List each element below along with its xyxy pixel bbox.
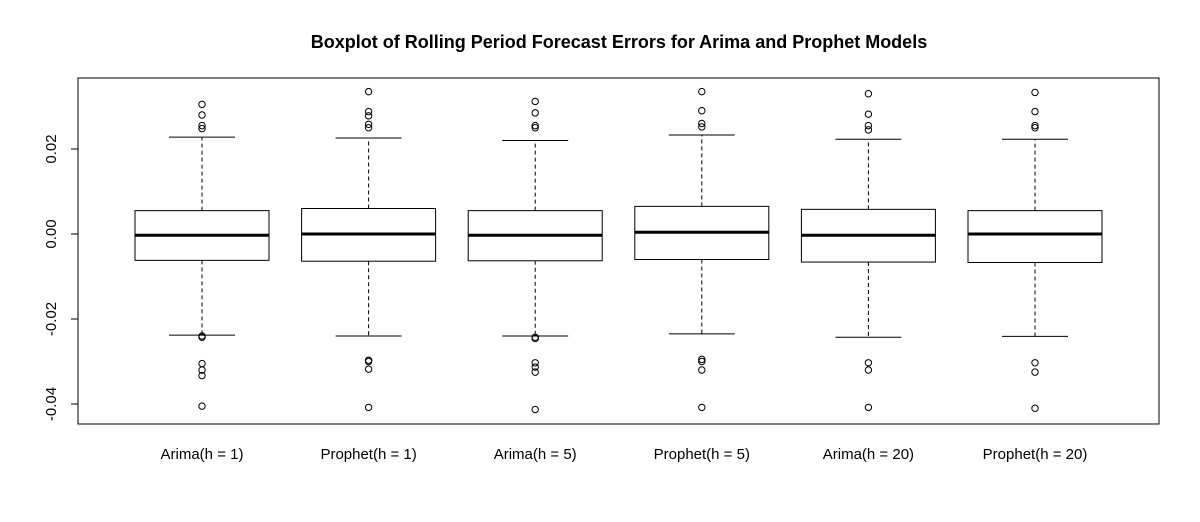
outlier-point xyxy=(531,405,539,414)
outlier-point xyxy=(198,359,206,368)
outlier-point xyxy=(698,366,706,374)
outlier-point xyxy=(198,100,206,109)
outlier-point xyxy=(531,124,539,132)
box-group xyxy=(800,90,936,412)
box-group xyxy=(467,97,603,414)
y-axis: -0.04 -0.02 0.00 0.02 xyxy=(43,134,79,421)
y-tick-label: -0.04 xyxy=(43,387,60,421)
outlier-point xyxy=(364,107,373,116)
outlier-point xyxy=(198,366,206,374)
x-axis: Arima(h = 1) Prophet(h = 1) Arima(h = 5) Pr… xyxy=(161,446,1088,463)
outlier-point xyxy=(364,357,373,366)
boxes xyxy=(134,87,1103,414)
x-tick-label: Arima(h = 5) xyxy=(494,446,577,463)
outlier-point xyxy=(364,365,373,373)
outlier-point xyxy=(364,124,373,132)
outlier-point xyxy=(364,87,373,96)
x-tick-label: Arima(h = 1) xyxy=(161,446,244,463)
outlier-point xyxy=(531,368,539,376)
x-tick-label: Prophet(h = 20) xyxy=(983,446,1088,463)
iqr-box xyxy=(967,210,1103,263)
y-tick-label: 0.00 xyxy=(43,219,60,248)
box-group xyxy=(967,88,1103,412)
outlier-point xyxy=(198,111,206,119)
outlier-point xyxy=(864,90,873,98)
outlier-point xyxy=(1031,404,1039,412)
y-tick-label: -0.02 xyxy=(43,302,60,336)
outlier-point xyxy=(698,355,706,364)
outlier-point xyxy=(864,126,873,134)
x-tick-label: Prophet(h = 5) xyxy=(654,446,750,463)
outlier-point xyxy=(364,120,373,129)
outlier-point xyxy=(531,363,539,371)
outlier-point xyxy=(531,97,539,106)
outlier-point xyxy=(698,123,706,131)
outlier-point xyxy=(864,110,873,118)
outlier-point xyxy=(864,121,873,130)
outlier-point xyxy=(1031,107,1039,116)
outlier-point xyxy=(1031,124,1039,132)
outlier-point xyxy=(698,87,706,96)
box-group xyxy=(134,100,270,410)
outlier-point xyxy=(531,334,539,343)
outlier-point xyxy=(364,403,373,412)
outlier-point xyxy=(364,112,373,120)
outlier-point xyxy=(531,109,539,117)
outlier-point xyxy=(531,359,539,367)
outlier-point xyxy=(531,121,539,130)
outlier-point xyxy=(1031,121,1039,130)
outlier-point xyxy=(864,359,873,367)
chart-title: Boxplot of Rolling Period Forecast Error… xyxy=(311,32,927,52)
outlier-point xyxy=(198,124,206,133)
box-group xyxy=(301,87,437,412)
outlier-point xyxy=(698,357,706,366)
x-tick-label: Arima(h = 20) xyxy=(823,446,914,463)
outlier-point xyxy=(1031,359,1039,367)
outlier-point xyxy=(864,366,873,374)
outlier-point xyxy=(198,121,206,130)
outlier-point xyxy=(1031,368,1039,376)
outlier-point xyxy=(698,107,706,115)
outlier-point xyxy=(1031,88,1039,97)
outlier-point xyxy=(698,403,706,412)
outlier-point xyxy=(198,333,206,341)
outlier-point xyxy=(198,402,206,410)
outlier-point xyxy=(864,403,873,412)
x-tick-label: Prophet(h = 1) xyxy=(320,446,416,463)
outlier-point xyxy=(198,371,206,380)
outlier-point xyxy=(698,119,706,128)
box-group xyxy=(634,87,770,412)
y-tick-label: 0.02 xyxy=(43,134,60,163)
